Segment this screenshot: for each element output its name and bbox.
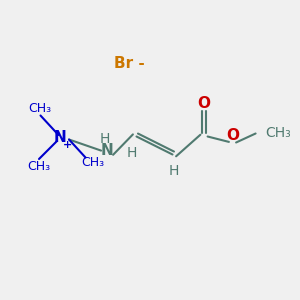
Text: CH₃: CH₃: [266, 127, 291, 140]
Text: CH₃: CH₃: [28, 101, 52, 115]
Text: H: H: [127, 146, 137, 160]
Text: O: O: [197, 96, 211, 111]
Text: H: H: [168, 164, 178, 178]
Text: N: N: [101, 143, 114, 158]
Text: H: H: [100, 132, 110, 145]
Text: N: N: [54, 130, 66, 146]
Text: Br -: Br -: [114, 56, 144, 70]
Text: O: O: [226, 128, 239, 142]
Text: CH₃: CH₃: [27, 160, 50, 173]
Text: CH₃: CH₃: [81, 156, 105, 170]
Text: +: +: [63, 140, 72, 151]
